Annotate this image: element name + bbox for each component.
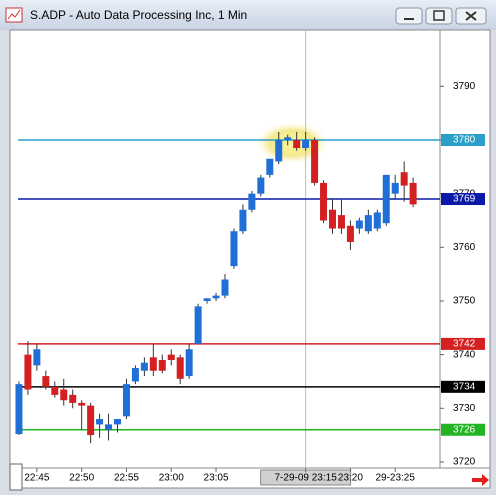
x-tick-label: 23:20 (338, 473, 363, 484)
candle-body (212, 295, 220, 299)
x-tick-label: 22:50 (69, 473, 94, 484)
scroll-arrow[interactable] (472, 474, 489, 486)
level-box (441, 193, 485, 206)
candle-body (311, 140, 319, 183)
maximize-icon (433, 10, 445, 21)
candle-body (185, 349, 193, 377)
level-box (441, 380, 485, 393)
level-box (441, 134, 485, 146)
level-box (441, 423, 485, 436)
y-tick-label: 3760 (453, 242, 476, 253)
candle-body (131, 368, 139, 382)
scroll-box[interactable] (9, 463, 23, 491)
candle-body (409, 182, 417, 205)
y-tick-label: 3740 (453, 349, 476, 360)
y-tick-label: 3730 (453, 403, 476, 414)
candle-body (158, 360, 166, 371)
candle-body (105, 424, 113, 430)
candle-body (284, 137, 292, 140)
candle-body (230, 231, 238, 267)
minimize-icon (404, 18, 414, 20)
candle-body (15, 384, 23, 435)
minimize-button[interactable] (395, 7, 423, 25)
candle-body (382, 174, 390, 224)
candle-body (122, 384, 130, 417)
level-label: 3742 (453, 339, 476, 350)
candle-body (221, 279, 229, 296)
candle-body (87, 405, 95, 436)
level-box (441, 337, 485, 350)
candle-body (293, 140, 301, 149)
candle-body (33, 349, 41, 366)
candle-body (400, 172, 408, 186)
x-tick-label: 22:45 (24, 473, 49, 484)
highlight-glow (254, 121, 330, 165)
candle-body (78, 402, 86, 406)
candle-body (257, 177, 265, 194)
candle-body (275, 140, 283, 162)
x-tick-label: 29-23:25 (375, 473, 415, 484)
candle-body (329, 209, 336, 229)
candle-body (149, 357, 157, 371)
candle-body (69, 394, 77, 403)
candle-body (114, 419, 121, 425)
x-tick-label: 23:00 (159, 473, 184, 484)
candle-body (239, 209, 247, 232)
x-tick-label: 22:55 (114, 473, 139, 484)
level-label: 3780 (453, 135, 476, 146)
candle-body (60, 389, 68, 401)
candle-body (302, 140, 310, 149)
app-icon (5, 7, 23, 23)
maximize-button[interactable] (425, 7, 453, 25)
candle-body (194, 306, 202, 344)
candle-body (248, 193, 256, 210)
y-tick-label: 3750 (453, 296, 476, 307)
x-tick-label: 23:05 (204, 473, 229, 484)
candle-body (140, 362, 148, 371)
candle-body (346, 225, 354, 242)
candle-body (373, 212, 381, 229)
candle-body (51, 386, 59, 395)
level-label: 3769 (453, 194, 476, 205)
candle-body (42, 376, 50, 387)
candle-body (364, 215, 372, 232)
candle-body (24, 354, 32, 390)
x-tick-label: 7-29-09 23:15 (274, 473, 337, 484)
candle-body (96, 419, 104, 425)
y-tick-label: 3790 (453, 81, 476, 92)
candle-body (337, 215, 345, 229)
candle-body (167, 354, 175, 360)
candle-body (203, 298, 211, 301)
plot-area (9, 29, 441, 469)
level-label: 3734 (453, 381, 476, 392)
candle-body (391, 182, 399, 194)
close-icon (465, 11, 477, 21)
candle-body (176, 357, 184, 379)
candle-body (320, 182, 328, 221)
candle-body (266, 158, 274, 175)
window-buttons[interactable] (395, 7, 487, 25)
window-title: S.ADP - Auto Data Processing Inc, 1 Min (30, 8, 247, 22)
candle-body (355, 220, 363, 229)
level-label: 3726 (453, 424, 476, 435)
y-tick-label: 3720 (453, 457, 476, 468)
y-axis-area (439, 29, 491, 469)
app-icon-glyph (7, 9, 21, 20)
